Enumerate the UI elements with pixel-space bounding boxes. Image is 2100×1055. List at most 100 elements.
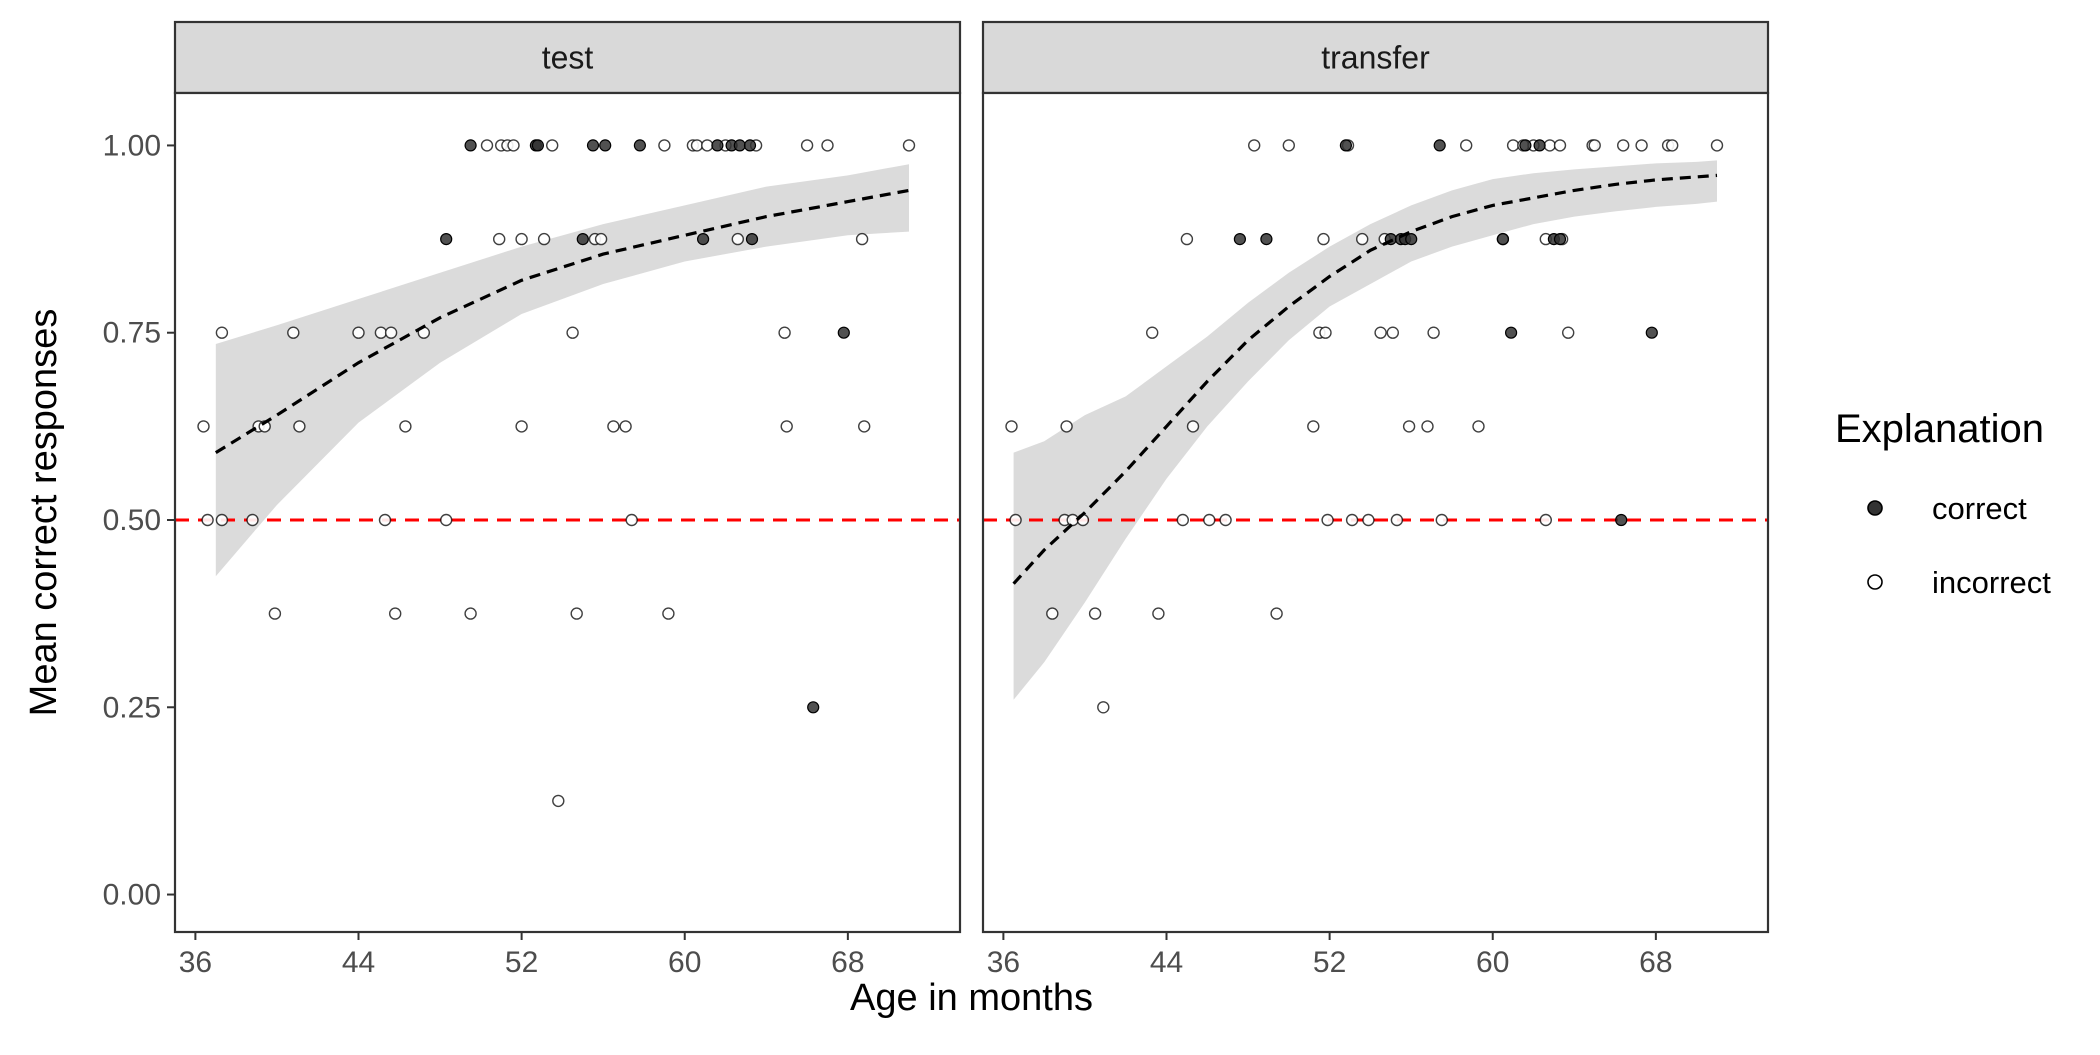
- data-point-correct: [711, 139, 724, 152]
- data-point-incorrect: [1270, 607, 1283, 620]
- confidence-band: [1013, 160, 1717, 700]
- y-axis-title: Mean correct responses: [23, 309, 65, 717]
- data-point-incorrect: [658, 139, 671, 152]
- data-point-incorrect: [1097, 701, 1110, 714]
- data-point-incorrect: [1427, 326, 1440, 339]
- data-point-incorrect: [1066, 513, 1079, 527]
- plot-content: [983, 139, 1768, 714]
- legend-title: Explanation: [1835, 407, 2044, 451]
- x-tick-label: 52: [505, 946, 538, 979]
- panel-strip: [981, 20, 1770, 95]
- data-point-incorrect: [607, 420, 620, 433]
- data-point-correct: [1260, 233, 1273, 246]
- data-point-incorrect: [1665, 139, 1679, 152]
- data-point-incorrect: [1176, 513, 1190, 527]
- data-point-incorrect: [1386, 326, 1400, 339]
- data-point-incorrect: [1472, 420, 1485, 433]
- panel-strip-label: transfer: [1321, 40, 1430, 76]
- data-point-incorrect: [778, 326, 791, 339]
- y-tick-label: 0.25: [103, 691, 161, 724]
- data-point-correct: [576, 233, 589, 246]
- data-point-incorrect: [1145, 326, 1159, 339]
- panel-strip-label: test: [542, 40, 594, 76]
- data-point-incorrect: [1219, 513, 1232, 527]
- data-point-incorrect: [690, 139, 704, 152]
- x-tick-label: 60: [668, 946, 701, 979]
- data-point-incorrect: [389, 607, 402, 620]
- data-point-incorrect: [1088, 607, 1102, 620]
- data-point-incorrect: [858, 420, 871, 433]
- data-point-incorrect: [1506, 139, 1520, 152]
- data-point-correct: [1533, 139, 1546, 152]
- confidence-band: [215, 164, 910, 577]
- data-point-incorrect: [1321, 513, 1334, 527]
- data-point-incorrect: [440, 513, 453, 527]
- data-point-incorrect: [293, 420, 306, 433]
- data-point-incorrect: [1005, 420, 1018, 433]
- data-point-correct: [807, 701, 820, 714]
- panel-border: [173, 91, 962, 934]
- x-tick-label: 44: [1150, 946, 1183, 979]
- data-point-incorrect: [662, 607, 675, 620]
- data-point-incorrect: [594, 232, 608, 246]
- data-point-incorrect: [374, 326, 388, 339]
- data-point-incorrect: [1553, 139, 1567, 152]
- legend-key-incorrect: [1867, 574, 1883, 590]
- data-point-incorrect: [1247, 139, 1261, 152]
- data-point-incorrect: [1435, 513, 1449, 527]
- data-point-incorrect: [1374, 326, 1387, 339]
- legend-label-incorrect: incorrect: [1932, 565, 2051, 600]
- data-point-incorrect: [507, 139, 520, 152]
- data-point-incorrect: [1319, 326, 1332, 339]
- data-point-incorrect: [493, 232, 506, 246]
- y-tick-label: 1.00: [103, 129, 161, 162]
- x-tick-label: 68: [831, 946, 864, 979]
- data-point-incorrect: [515, 232, 528, 246]
- data-point-incorrect: [1180, 232, 1194, 246]
- data-point-incorrect: [1307, 420, 1320, 433]
- data-point-correct: [531, 139, 545, 152]
- data-point-incorrect: [1561, 326, 1575, 339]
- data-point-incorrect: [352, 326, 365, 339]
- data-point-incorrect: [384, 326, 398, 339]
- data-point-incorrect: [268, 607, 282, 620]
- data-point-correct: [1645, 326, 1658, 339]
- x-tick-label: 52: [1313, 946, 1346, 979]
- data-point-incorrect: [1152, 607, 1165, 620]
- data-point-incorrect: [1355, 232, 1369, 246]
- x-tick-label: 36: [987, 946, 1020, 979]
- x-tick-label: 60: [1476, 946, 1509, 979]
- data-point-incorrect: [201, 513, 214, 527]
- data-point-correct: [1496, 233, 1510, 246]
- data-point-correct: [733, 139, 746, 152]
- data-point-incorrect: [287, 326, 300, 339]
- data-point-incorrect: [570, 607, 583, 620]
- data-point-incorrect: [821, 139, 834, 152]
- data-point-incorrect: [1203, 513, 1216, 527]
- trend-line: [1012, 173, 1718, 585]
- data-point-correct: [837, 326, 850, 339]
- data-point-incorrect: [731, 232, 744, 246]
- data-point-correct: [1405, 233, 1418, 246]
- data-point-incorrect: [1588, 139, 1601, 152]
- x-axis-title: Age in months: [850, 977, 1093, 1019]
- x-tick-label: 44: [342, 946, 375, 979]
- data-point-incorrect: [480, 139, 494, 152]
- data-point-incorrect: [1390, 513, 1404, 527]
- data-point-incorrect: [378, 513, 392, 527]
- data-point-incorrect: [399, 420, 412, 433]
- data-point-correct: [1504, 326, 1518, 339]
- data-point-incorrect: [1282, 139, 1296, 152]
- data-point-incorrect: [1459, 139, 1473, 152]
- data-point-incorrect: [566, 326, 579, 339]
- data-point-incorrect: [215, 326, 229, 339]
- data-point-incorrect: [800, 139, 814, 152]
- data-point-incorrect: [537, 232, 551, 246]
- data-point-incorrect: [1635, 139, 1648, 152]
- x-tick-label: 36: [179, 946, 212, 979]
- data-point-incorrect: [855, 232, 869, 246]
- data-point-incorrect: [1421, 420, 1434, 433]
- data-point-incorrect: [515, 420, 528, 433]
